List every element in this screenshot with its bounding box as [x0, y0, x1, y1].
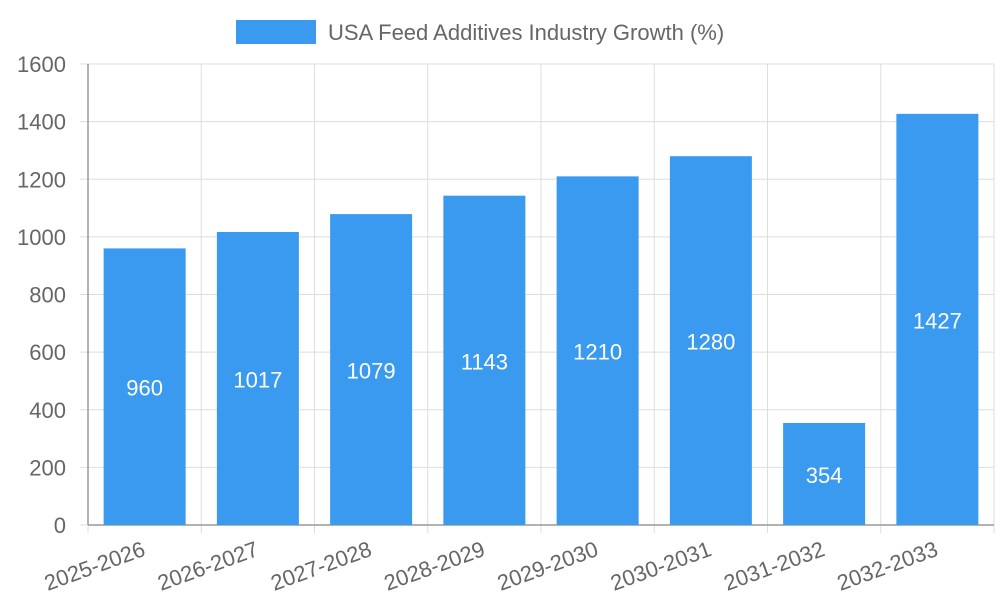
bar [216, 231, 299, 525]
y-tick-label: 1000 [17, 225, 66, 250]
y-tick-label: 1400 [17, 110, 66, 135]
bar-value-label: 1079 [347, 359, 396, 384]
bar [669, 156, 752, 525]
x-tick-label: 2030-2031 [607, 536, 714, 595]
bar-value-label: 354 [806, 463, 843, 488]
x-tick-label: 2025-2026 [41, 536, 148, 595]
y-tick-label: 1200 [17, 167, 66, 192]
legend-swatch [236, 20, 316, 44]
y-tick-label: 800 [29, 283, 66, 308]
legend: USA Feed Additives Industry Growth (%) [236, 20, 724, 45]
bar-value-label: 1280 [686, 330, 735, 355]
x-tick-label: 2031-2032 [720, 536, 827, 595]
bar [330, 214, 413, 525]
bar [556, 176, 639, 525]
bar-value-label: 960 [126, 376, 163, 401]
y-tick-label: 1600 [17, 52, 66, 77]
y-tick-label: 600 [29, 340, 66, 365]
x-tick-label: 2026-2027 [154, 536, 261, 595]
y-tick-label: 0 [54, 513, 66, 538]
y-tick-label: 400 [29, 398, 66, 423]
x-axis-ticks: 2025-2026 2026-2027 2027-2028 2028-2029 2029… [41, 536, 941, 595]
y-axis-ticks: 0 200 400 600 800 1000 1200 1400 1600 [17, 52, 66, 538]
bar-value-label: 1427 [913, 308, 962, 333]
bar-value-label: 1143 [461, 349, 508, 374]
bar-value-label: 1210 [573, 340, 622, 365]
bar [783, 423, 866, 525]
x-tick-label: 2027-2028 [267, 536, 374, 595]
bars [103, 113, 979, 525]
x-tick-label: 2032-2033 [834, 536, 941, 595]
bar [443, 195, 526, 525]
x-tick-label: 2028-2029 [381, 536, 488, 595]
bar-value-label: 1017 [233, 367, 282, 392]
bar [896, 113, 979, 525]
x-tick-label: 2029-2030 [494, 536, 601, 595]
data-labels: 960 1017 1079 1143 1210 1280 354 1427 [126, 308, 962, 488]
bar [103, 248, 186, 525]
y-tick-label: 200 [29, 455, 66, 480]
legend-label: USA Feed Additives Industry Growth (%) [328, 20, 724, 45]
